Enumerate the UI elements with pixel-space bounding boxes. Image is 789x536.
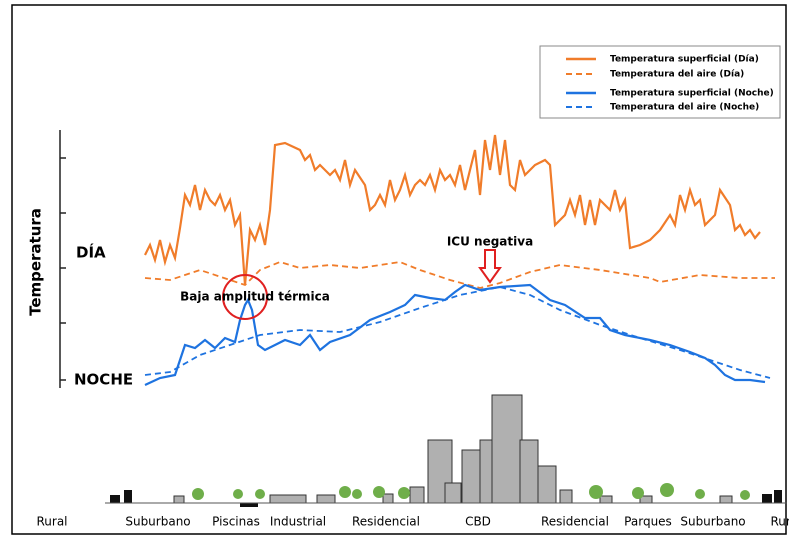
- day-label: DÍA: [76, 243, 106, 262]
- zone-label: CBD: [465, 515, 491, 529]
- legend-entry: Temperatura del aire (Día): [610, 70, 744, 80]
- annotation: ICU negativa: [447, 235, 533, 249]
- legend-entry: Temperatura superficial (Noche): [610, 89, 774, 99]
- day-surface-line: [145, 135, 760, 285]
- axis-label: Temperatura: [27, 208, 45, 316]
- zone-label: Suburbano: [680, 515, 745, 529]
- zone-label: Rural: [36, 515, 67, 529]
- legend: Temperatura superficial (Día) Temperatur…: [540, 46, 780, 118]
- zone-label: Piscinas: [212, 515, 260, 529]
- legend-entry: Temperatura superficial (Día): [610, 55, 759, 65]
- zone-label: Suburbano: [125, 515, 190, 529]
- buildings: [174, 395, 732, 503]
- zone-label: Rural: [770, 515, 789, 529]
- zone-label: Industrial: [270, 515, 326, 529]
- legend-entry: Temperatura del aire (Noche): [610, 103, 759, 113]
- zone-label: Parques: [624, 515, 672, 529]
- zone-label: Residencial: [541, 515, 609, 529]
- zones: Rural Suburbano Piscinas Industrial Resi…: [36, 515, 789, 529]
- axis: [60, 130, 66, 388]
- zone-label: Residencial: [352, 515, 420, 529]
- arrow: [480, 250, 500, 282]
- diagram: Temperatura DÍA NOCHE Baja amplitud térm…: [0, 0, 789, 536]
- annotation: Baja amplitud térmica: [180, 290, 330, 304]
- night-label: NOCHE: [74, 371, 133, 389]
